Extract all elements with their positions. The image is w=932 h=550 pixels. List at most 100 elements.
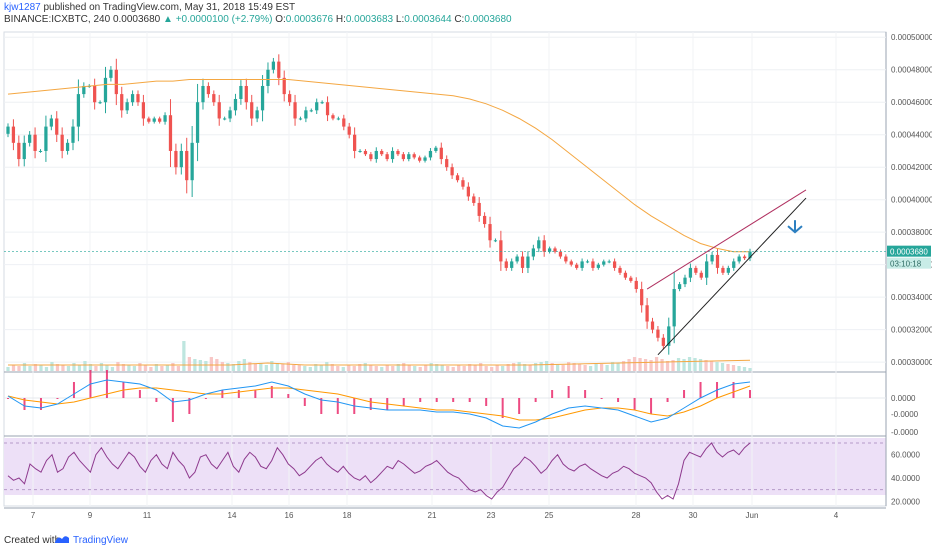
tradingview-logo-icon bbox=[55, 536, 69, 543]
candle-body bbox=[212, 94, 216, 103]
volume-bar bbox=[709, 361, 714, 371]
volume-bar bbox=[352, 366, 356, 371]
price-tick-label: 0.00050000 bbox=[891, 33, 932, 42]
volume-bar bbox=[605, 365, 609, 371]
candle-body bbox=[6, 126, 10, 134]
macd-signal-line bbox=[7, 385, 751, 421]
volume-bar bbox=[418, 367, 422, 371]
volume-bar bbox=[534, 363, 538, 371]
macd-histogram-bar bbox=[237, 390, 240, 398]
candle-body bbox=[260, 85, 265, 111]
candle-body bbox=[223, 118, 227, 120]
candle-body bbox=[98, 102, 102, 104]
candle-body bbox=[49, 118, 53, 127]
candle-body bbox=[661, 337, 665, 346]
volume-bar bbox=[704, 360, 708, 371]
candle-body bbox=[304, 110, 308, 119]
candle-body bbox=[434, 147, 438, 151]
candle-body bbox=[60, 134, 64, 151]
volume-bar bbox=[127, 365, 131, 371]
candle-body bbox=[363, 150, 368, 155]
candle-body bbox=[298, 118, 303, 120]
candle-body bbox=[645, 305, 649, 322]
time-tick-label: 25 bbox=[545, 511, 554, 520]
macd-histogram-bar bbox=[138, 390, 141, 398]
volume-bar bbox=[319, 365, 323, 371]
time-tick-label: 4 bbox=[834, 511, 839, 520]
volume-bar bbox=[17, 366, 21, 371]
candle-body bbox=[412, 154, 416, 158]
candle-body bbox=[103, 77, 108, 103]
rsi-tick-label: 40.0000 bbox=[891, 474, 920, 483]
volume-bar bbox=[594, 363, 598, 371]
plot-area bbox=[3, 31, 887, 507]
macd-histogram-bar bbox=[551, 390, 554, 398]
volume-bar bbox=[506, 364, 510, 371]
time-tick-label: 9 bbox=[88, 511, 93, 520]
candle-body bbox=[266, 69, 270, 86]
time-tick-label: 21 bbox=[428, 511, 437, 520]
candle-body bbox=[55, 118, 59, 135]
change-value: +0.0000100 (+2.79%) bbox=[175, 14, 273, 25]
volume-bar bbox=[715, 362, 719, 371]
price-tick-label: 0.00044000 bbox=[891, 131, 932, 140]
volume-bar bbox=[588, 366, 593, 371]
volume-bar bbox=[698, 359, 703, 371]
candle-body bbox=[385, 154, 389, 160]
chart-canvas[interactable]: 0.00050000 0.00048000 0.00046000 0.00044000… bbox=[0, 26, 932, 528]
volume-bar bbox=[77, 365, 82, 371]
volume-bar bbox=[435, 364, 439, 371]
volume-bar bbox=[561, 365, 565, 371]
author-link[interactable]: kjw1287 bbox=[4, 2, 41, 13]
last-price-label: 0.0003680 bbox=[890, 248, 928, 257]
symbol-label: BINANCE:ICXBTC, 240 bbox=[4, 14, 111, 25]
volume-bar bbox=[83, 361, 87, 371]
last-price-badge bbox=[887, 245, 931, 257]
volume-bar bbox=[308, 367, 312, 371]
candle-body bbox=[147, 118, 151, 122]
candle-body bbox=[65, 142, 70, 151]
volume-bar bbox=[577, 364, 582, 371]
candle-body bbox=[428, 150, 433, 158]
candle-body bbox=[374, 150, 378, 160]
candle-body bbox=[342, 118, 346, 127]
macd-histogram-bar bbox=[584, 390, 587, 398]
volume-bar bbox=[286, 362, 290, 371]
candle-body bbox=[423, 157, 427, 161]
volume-bar bbox=[676, 358, 681, 371]
candle-body bbox=[195, 102, 200, 143]
volume-bar bbox=[539, 362, 543, 371]
volume-bar bbox=[270, 361, 274, 371]
tradingview-brand[interactable]: TradingView bbox=[73, 535, 129, 546]
volume-bar bbox=[396, 364, 400, 371]
candle-body bbox=[293, 102, 297, 119]
volume-bar bbox=[176, 366, 181, 371]
candle-body bbox=[439, 147, 443, 160]
volume-bar bbox=[281, 364, 285, 371]
candle-body bbox=[71, 126, 75, 143]
candle-body bbox=[482, 215, 487, 225]
volume-bar bbox=[572, 363, 576, 371]
volume-bar bbox=[517, 362, 521, 371]
candle-body bbox=[320, 102, 324, 104]
volume-bar bbox=[116, 362, 120, 371]
volume-bar bbox=[303, 366, 307, 371]
macd-histogram-bar bbox=[435, 398, 438, 402]
candle-body bbox=[152, 118, 156, 122]
volume-bar bbox=[220, 362, 224, 371]
candle-body bbox=[380, 150, 384, 155]
volume-bar bbox=[105, 365, 109, 371]
macd-tick-label: -0.0000 bbox=[891, 428, 919, 437]
macd-histogram-bar bbox=[567, 386, 570, 398]
volume-bar bbox=[632, 357, 637, 371]
macd-histogram-bar bbox=[287, 394, 290, 398]
volume-bar bbox=[479, 363, 483, 371]
published-text: published on TradingView.com, May 31, 20… bbox=[43, 2, 296, 13]
time-tick-label: 14 bbox=[228, 511, 237, 520]
candle-body bbox=[239, 85, 243, 99]
candle-body bbox=[542, 240, 546, 252]
macd-histogram-bar bbox=[204, 398, 207, 399]
candle-body bbox=[640, 289, 644, 306]
volume-bar bbox=[627, 359, 631, 371]
candle-body bbox=[288, 94, 292, 103]
